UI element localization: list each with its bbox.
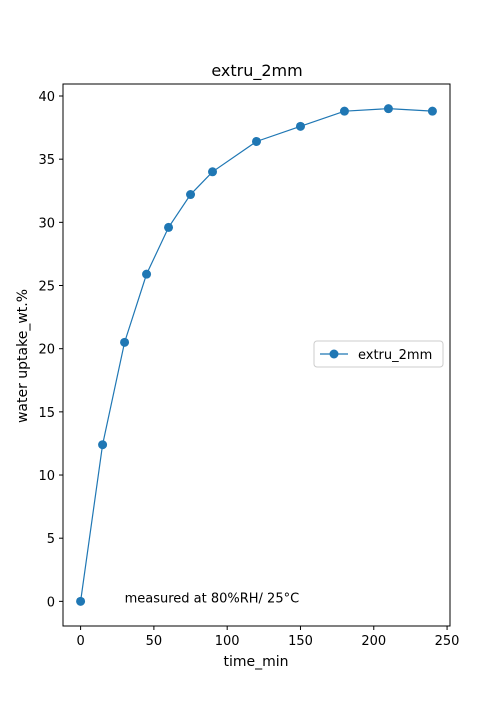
data-point bbox=[76, 596, 86, 606]
data-point bbox=[295, 121, 305, 131]
y-tick-label: 30 bbox=[38, 216, 55, 231]
data-point bbox=[252, 136, 261, 146]
x-tick-label: 200 bbox=[361, 634, 386, 649]
data-point bbox=[120, 337, 130, 347]
data-point bbox=[208, 167, 218, 177]
x-axis-label: time_min bbox=[223, 654, 288, 670]
y-tick-label: 10 bbox=[38, 469, 55, 484]
annotation-text: measured at 80%RH/ 25°C bbox=[125, 591, 300, 606]
data-point bbox=[427, 106, 437, 116]
y-tick-label: 25 bbox=[38, 280, 55, 295]
legend-box bbox=[313, 340, 444, 368]
x-tick-label: 150 bbox=[288, 634, 313, 649]
legend-marker bbox=[329, 349, 339, 359]
y-tick-label: 35 bbox=[38, 153, 55, 168]
y-tick-label: 20 bbox=[38, 343, 55, 358]
legend: extru_2mm bbox=[313, 340, 444, 368]
data-point bbox=[383, 104, 393, 114]
y-tick-label: 15 bbox=[38, 406, 55, 421]
chart-title: extru_2mm bbox=[211, 61, 302, 81]
data-point bbox=[98, 440, 108, 450]
y-tick-label: 0 bbox=[47, 595, 55, 610]
data-point bbox=[186, 190, 196, 200]
y-tick-label: 40 bbox=[38, 90, 55, 105]
x-tick-label: 100 bbox=[215, 634, 240, 649]
series-line bbox=[79, 108, 433, 602]
y-axis-label: water uptake_wt.% bbox=[15, 289, 31, 423]
data-point bbox=[164, 222, 174, 232]
x-tick-label: 250 bbox=[435, 634, 460, 649]
x-tick-label: 50 bbox=[146, 634, 163, 649]
axes-frame bbox=[62, 83, 451, 627]
y-tick-label: 5 bbox=[47, 532, 55, 547]
plot-area: 0 50 100 150 200 250 0 5 10 15 20 25 30 35 40 measured … bbox=[38, 83, 460, 649]
data-point bbox=[142, 269, 152, 279]
x-tick-label: 0 bbox=[76, 634, 84, 649]
data-point bbox=[339, 106, 349, 116]
legend-label: extru_2mm bbox=[358, 348, 432, 363]
